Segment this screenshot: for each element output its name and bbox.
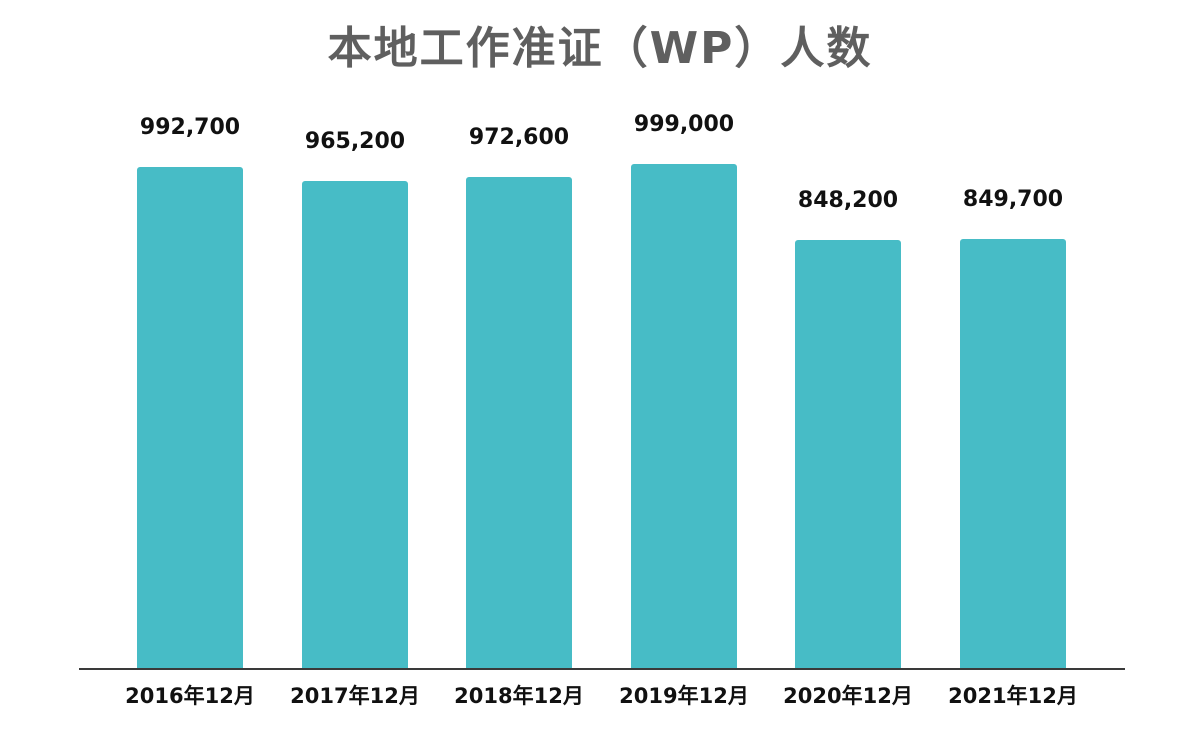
x-axis-line (79, 668, 1125, 670)
bar-value-label: 965,200 (304, 129, 406, 154)
bar (302, 181, 408, 668)
chart-title: 本地工作准证（WP）人数 (327, 23, 873, 74)
x-tick-label: 2016年12月 (125, 684, 255, 708)
bar-value-label: 972,600 (468, 125, 570, 150)
bar-value-label: 849,700 (962, 187, 1064, 212)
bar-value-label: 999,000 (633, 112, 735, 137)
bar (137, 167, 243, 668)
x-tick-label: 2017年12月 (290, 684, 420, 708)
x-tick-label: 2019年12月 (619, 684, 749, 708)
x-tick-label: 2021年12月 (948, 684, 1078, 708)
bar (466, 177, 572, 668)
bar-value-label: 992,700 (139, 115, 241, 140)
bar (960, 239, 1066, 668)
x-tick-label: 2018年12月 (454, 684, 584, 708)
bar-value-label: 848,200 (797, 188, 899, 213)
bar (795, 240, 901, 668)
bar (631, 164, 737, 668)
x-tick-label: 2020年12月 (783, 684, 913, 708)
